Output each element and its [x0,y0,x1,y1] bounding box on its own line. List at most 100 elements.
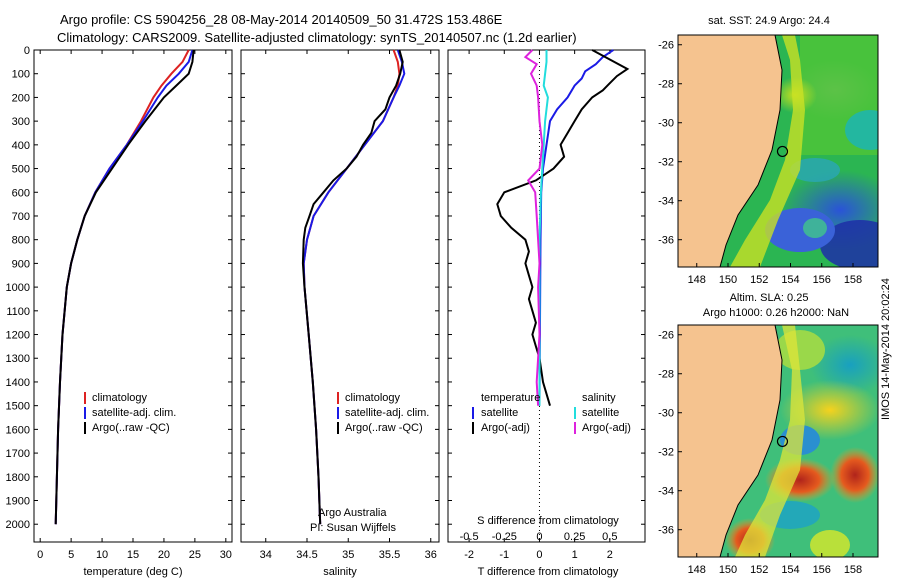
lon-tick-label: 150 [719,274,737,286]
lon-tick-label: 154 [781,564,799,576]
s-tick-label: 0 [536,531,542,543]
depth-tick-label: 0 [24,45,30,57]
depth-tick-label: 200 [12,92,30,104]
depth-tick-label: 400 [12,140,30,152]
salinity-legend: climatology satellite-adj. clim. Argo(..… [337,392,429,434]
lon-tick-label: 156 [813,564,831,576]
x-tick-label: 35 [342,549,354,561]
x-tick-label: 5 [68,549,74,561]
lat-tick-label: -30 [658,118,674,130]
series-argo-raw-qc- [54,49,195,525]
x-tick-label: 1 [572,549,578,561]
s-tick-label: 0.25 [564,531,585,543]
lon-tick-label: 148 [688,274,706,286]
depth-tick-label: 1400 [6,377,30,389]
temperature-legend: climatology satellite-adj. clim. Argo(..… [84,392,176,434]
depth-tick-label: 1200 [6,330,30,342]
depth-tick-label: 800 [12,235,30,247]
depth-tick-label: 900 [12,258,30,270]
temperature-axes [33,49,233,543]
lat-tick-label: -32 [658,157,674,169]
series-s-argo-adj- [523,49,544,406]
s-tick-label: -0.25 [492,531,517,543]
difference-axes [447,49,646,543]
depth-tick-label: 300 [12,116,30,128]
depth-tick-label: 1600 [6,424,30,436]
legend-climatology: climatology [345,392,401,404]
depth-tick-label: 2000 [6,519,30,531]
legend-climatology: climatology [92,392,148,404]
x-tick-label: 2 [607,549,613,561]
sla-map-title2: Argo h1000: 0.26 h2000: NaN [703,307,849,319]
lon-tick-label: 150 [719,564,737,576]
lat-tick-label: -26 [658,40,674,52]
legend-temperature-heading: temperature [481,392,540,404]
depth-tick-label: 500 [12,164,30,176]
sst-map-title: sat. SST: 24.9 Argo: 24.4 [708,15,830,27]
legend-t-satellite: satellite [481,407,518,419]
lat-tick-label: -34 [658,486,674,498]
x-tick-label: 0 [37,549,43,561]
temperature-panel: 0100200300400500600700800900100011001200… [6,45,233,578]
x-tick-label: -2 [464,549,474,561]
sla-map-frame [677,324,879,558]
lat-tick-label: -34 [658,196,674,208]
depth-tick-label: 1300 [6,353,30,365]
depth-tick-label: 1700 [6,448,30,460]
x-tick-label: 30 [220,549,232,561]
legend-salinity-heading: salinity [582,392,616,404]
legend-satellite: satellite-adj. clim. [92,407,176,419]
sst-map-frame [677,34,879,268]
lon-tick-label: 156 [813,274,831,286]
sla-field [678,325,878,557]
legend-s-argo: Argo(-adj) [582,422,631,434]
lon-tick-label: 152 [750,564,768,576]
s-difference-xlabel: S difference from climatology [477,515,619,527]
depth-tick-label: 700 [12,211,30,223]
x-tick-label: 35.5 [379,549,400,561]
t-difference-xlabel: T difference from climatology [478,566,619,578]
depth-tick-label: 100 [12,69,30,81]
salinity-xlabel: salinity [323,566,357,578]
series-argo-raw-qc- [301,49,404,525]
difference-legend: temperature satellite Argo(-adj) salinit… [472,392,631,434]
x-tick-label: 34 [260,549,272,561]
s-tick-label: -0.5 [460,531,479,543]
x-tick-label: 36 [425,549,437,561]
lat-tick-label: -36 [658,525,674,537]
x-tick-label: -1 [499,549,509,561]
figure-title-line1: Argo profile: CS 5904256_28 08-May-2014 … [60,12,503,27]
series-t-argo-adj- [496,49,630,406]
legend-argo: Argo(..raw -QC) [345,422,423,434]
x-tick-label: 0 [536,549,542,561]
sst-map: sat. SST: 24.9 Argo: 24.4 [658,15,879,286]
lat-tick-label: -32 [658,447,674,459]
legend-s-satellite: satellite [582,407,619,419]
figure-title-line2: Climatology: CARS2009. Satellite-adjuste… [57,30,577,45]
lat-tick-label: -28 [658,79,674,91]
depth-tick-label: 1000 [6,282,30,294]
lon-tick-label: 152 [750,274,768,286]
depth-tick-label: 1800 [6,472,30,484]
lat-tick-label: -28 [658,369,674,381]
salinity-panel: 34 34.5 35 35.5 36 climatology satellite-adj… [240,49,440,578]
lat-tick-label: -36 [658,235,674,247]
depth-tick-label: 1100 [6,306,30,318]
depth-tick-label: 1900 [6,496,30,508]
x-tick-label: 25 [189,549,201,561]
lon-tick-label: 158 [844,274,862,286]
depth-tick-label: 1500 [6,401,30,413]
depth-tick-label: 600 [12,187,30,199]
sst-field [678,35,878,267]
sla-map: Altim. SLA: 0.25 Argo h1000: 0.26 h2000:… [658,292,879,576]
x-tick-label: 10 [96,549,108,561]
x-tick-label: 34.5 [296,549,317,561]
imos-timestamp: IMOS 14-May-2014 20:02:24 [880,278,892,420]
legend-t-argo: Argo(-adj) [481,422,530,434]
lat-tick-label: -30 [658,408,674,420]
pi-label: PI: Susan Wijffels [310,522,396,534]
legend-satellite: satellite-adj. clim. [345,407,429,419]
institution-label: Argo Australia [318,507,387,519]
lon-tick-label: 148 [688,564,706,576]
